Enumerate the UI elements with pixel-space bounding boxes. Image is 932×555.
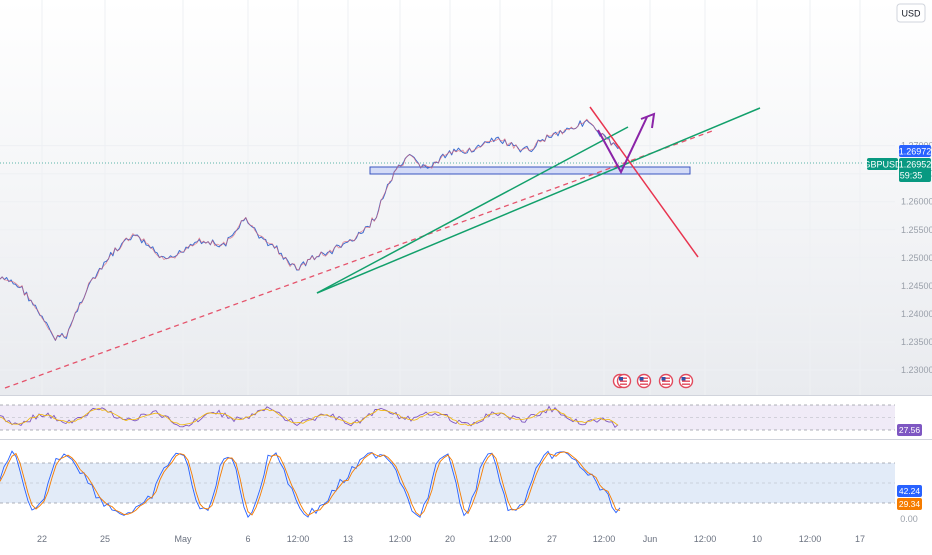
stoch-k-tag — [897, 485, 922, 497]
time-axis-label: 12:00 — [287, 534, 310, 544]
time-axis-label: May — [174, 534, 192, 544]
price-tag-lower — [899, 158, 931, 182]
time-axis-label: 6 — [245, 534, 250, 544]
stoch-k-label: 42.24 — [899, 486, 921, 496]
price-tags[interactable]: GBPUSD 1.26972 1.26952 59:35 — [863, 145, 931, 182]
us-flag-icon[interactable] — [636, 373, 652, 389]
price-axis-label: 1.24000 — [901, 309, 932, 319]
currency-label: USD — [901, 9, 921, 19]
green-trendline-long[interactable] — [316, 107, 761, 294]
bearish-projection-line[interactable] — [589, 106, 699, 258]
price-axis-label: 1.23500 — [901, 337, 932, 347]
projection-arrowhead-icon — [640, 112, 656, 129]
price-upper-label: 1.26972 — [899, 147, 932, 157]
price-lower-label: 1.26952 — [899, 160, 932, 170]
time-axis-label: 10 — [752, 534, 762, 544]
time-axis-label: 25 — [100, 534, 110, 544]
price-series-overlay — [0, 118, 619, 341]
price-axis-label: 1.25500 — [901, 225, 932, 235]
us-flag-icon[interactable] — [612, 373, 632, 389]
time-axis-label: 27 — [547, 534, 557, 544]
support-zone-rectangle[interactable] — [369, 166, 691, 175]
time-axis-label: 12:00 — [593, 534, 616, 544]
event-icons[interactable] — [612, 373, 694, 389]
time-axis-label: 22 — [37, 534, 47, 544]
stoch-d-label: 29.34 — [899, 499, 921, 509]
rsi-ma-line — [0, 407, 619, 426]
time-axis-label: 12:00 — [489, 534, 512, 544]
price-axis-label: 1.23000 — [901, 365, 932, 375]
symbol-tag — [867, 158, 898, 170]
price-axis-label: 1.26000 — [901, 197, 932, 207]
time-axis-label: 20 — [445, 534, 455, 544]
stoch-d-line — [0, 451, 621, 517]
currency-button[interactable]: USD — [896, 3, 926, 23]
bullish-projection-path[interactable] — [597, 116, 648, 175]
time-axis-label: 12:00 — [799, 534, 822, 544]
us-flag-icon[interactable] — [678, 373, 694, 389]
bar-countdown-label: 59:35 — [900, 171, 923, 181]
time-axis-label: 12:00 — [694, 534, 717, 544]
stoch-zero-label: 0.00 — [900, 514, 918, 524]
price-axis-label: 1.24500 — [901, 281, 932, 291]
rsi-line — [0, 405, 619, 429]
us-flag-icon[interactable] — [658, 373, 674, 389]
price-axis-label: 1.25000 — [901, 253, 932, 263]
time-axis-label: 13 — [343, 534, 353, 544]
stoch-d-tag — [897, 498, 922, 510]
rsi-value-label: 27.56 — [899, 425, 921, 435]
green-trendline-short[interactable] — [316, 126, 629, 294]
time-axis-labels: 22 25 May 6 12:00 13 12:00 20 12:00 27 12:00 Jun 12:… — [37, 534, 865, 544]
price-tag-upper — [899, 145, 931, 157]
time-axis-label: 12:00 — [389, 534, 412, 544]
time-axis-label: 17 — [855, 534, 865, 544]
symbol-label: GBPUSD — [863, 160, 902, 170]
time-axis[interactable] — [0, 528, 932, 550]
main-pane[interactable] — [0, 0, 932, 395]
time-axis-label: Jun — [643, 534, 658, 544]
rsi-value-tag — [897, 424, 922, 436]
